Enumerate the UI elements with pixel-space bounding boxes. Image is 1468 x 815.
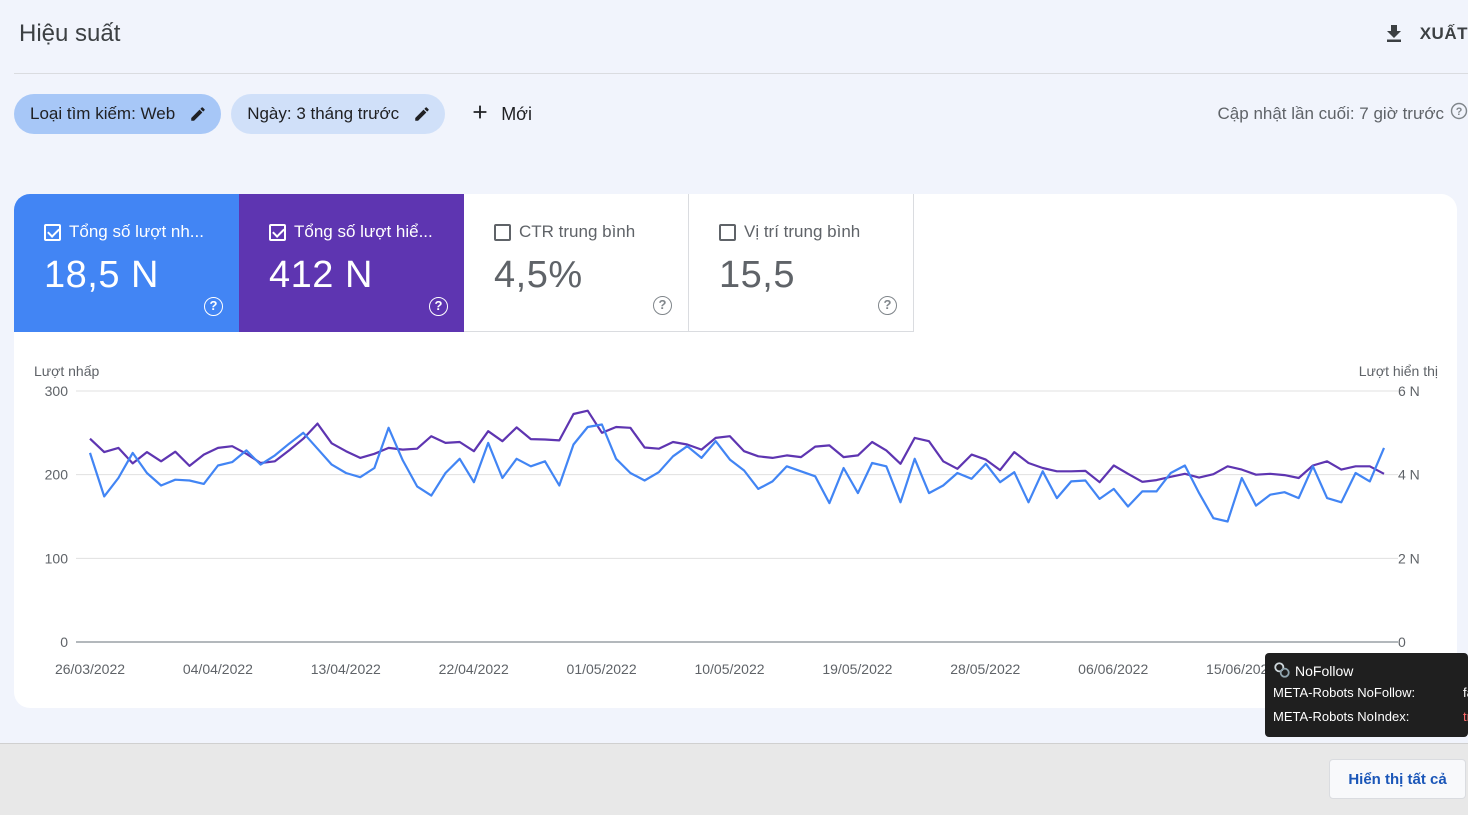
metric-value: 4,5% (494, 254, 583, 296)
tooltip-value: true (1463, 709, 1468, 724)
new-filter-label: Mới (501, 103, 532, 124)
metric-average-position[interactable]: Vị trí trung bình 15,5 ? (689, 194, 914, 332)
metric-label: Tổng số lượt nh... (69, 222, 204, 241)
page-header: Hiệu suất XUẤT (0, 0, 1468, 74)
metric-label: Vị trí trung bình (744, 222, 861, 241)
x-tick-label: 26/03/2022 (55, 661, 125, 677)
x-tick-label: 28/05/2022 (950, 661, 1020, 677)
help-icon[interactable]: ? (1450, 102, 1468, 125)
y-tick-label: 200 (45, 467, 69, 483)
help-icon[interactable]: ? (653, 296, 672, 315)
x-tick-label: 22/04/2022 (439, 661, 509, 677)
tooltip-value: false (1463, 685, 1468, 700)
y2-tick-label: 0 (1398, 634, 1406, 650)
y-tick-label: 100 (45, 550, 69, 566)
performance-card: Tổng số lượt nh... 18,5 N ? Tổng số lượt… (14, 194, 1457, 708)
svg-text:?: ? (1456, 106, 1463, 118)
help-icon[interactable]: ? (204, 297, 223, 316)
pencil-icon (413, 105, 431, 123)
new-filter-button[interactable]: Mới (455, 94, 532, 134)
pencil-icon (189, 105, 207, 123)
date-label: Ngày: 3 tháng trước (247, 104, 400, 123)
tooltip-label: META-Robots NoFollow: (1273, 685, 1416, 700)
checkbox-icon[interactable] (44, 223, 61, 241)
export-button[interactable]: XUẤT (1382, 18, 1468, 50)
footer-bar: Hiển thị tất cả (0, 743, 1468, 815)
help-icon[interactable]: ? (878, 296, 897, 315)
date-chip[interactable]: Ngày: 3 tháng trước (231, 94, 446, 134)
metric-tabs: Tổng số lượt nh... 18,5 N ? Tổng số lượt… (14, 194, 914, 332)
tooltip-title: NoFollow (1295, 663, 1354, 679)
tooltip-label: META-Robots NoIndex: (1273, 709, 1410, 724)
y-axis-label: Lượt nhấp (34, 363, 99, 379)
page-title: Hiệu suất (19, 20, 121, 47)
tooltip-row-noindex: META-Robots NoIndex: true (1273, 705, 1468, 729)
help-icon[interactable]: ? (429, 297, 448, 316)
metric-average-ctr[interactable]: CTR trung bình 4,5% ? (464, 194, 689, 332)
last-update-text: Cập nhật lần cuối: 7 giờ trước (1217, 103, 1444, 123)
y-tick-label: 300 (45, 383, 69, 399)
search-type-label: Loại tìm kiếm: Web (30, 104, 176, 123)
metric-value: 15,5 (719, 254, 795, 296)
x-tick-label: 04/04/2022 (183, 661, 253, 677)
metric-label: Tổng số lượt hiể... (294, 222, 433, 241)
x-tick-label: 19/05/2022 (822, 661, 892, 677)
x-tick-label: 15/06/2022 (1206, 661, 1276, 677)
metric-value: 18,5 N (44, 254, 159, 296)
filter-bar: Loại tìm kiếm: Web Ngày: 3 tháng trước M… (14, 94, 532, 134)
export-label: XUẤT (1419, 24, 1468, 43)
clicks-series-line (88, 423, 1386, 523)
checkbox-icon[interactable] (269, 223, 286, 241)
search-type-chip[interactable]: Loại tìm kiếm: Web (14, 94, 222, 134)
last-update: Cập nhật lần cuối: 7 giờ trước ? (1218, 102, 1468, 125)
metric-total-clicks[interactable]: Tổng số lượt nh... 18,5 N ? (14, 194, 239, 332)
tooltip-row-nofollow: META-Robots NoFollow: false (1273, 681, 1468, 705)
download-icon (1382, 22, 1406, 46)
nofollow-tooltip: NoFollow META-Robots NoFollow: false MET… (1265, 653, 1468, 737)
y2-tick-label: 6 N (1398, 383, 1420, 399)
x-tick-label: 10/05/2022 (694, 661, 764, 677)
metric-value: 412 N (269, 254, 373, 296)
x-tick-label: 13/04/2022 (311, 661, 381, 677)
y2-axis-label: Lượt hiển thị (1359, 363, 1438, 379)
header-divider (14, 73, 1468, 74)
checkbox-icon[interactable] (719, 223, 736, 241)
performance-chart: 300 200 100 0 6 N 4 N 2 N 0 26/03/2022 04/04/20… (34, 363, 1438, 677)
x-tick-label: 01/05/2022 (567, 661, 637, 677)
y2-tick-label: 2 N (1398, 550, 1420, 566)
link-icon (1273, 661, 1291, 682)
y-tick-label: 0 (60, 634, 68, 650)
x-tick-label: 06/06/2022 (1078, 661, 1148, 677)
y2-tick-label: 4 N (1398, 467, 1420, 483)
metric-total-impressions[interactable]: Tổng số lượt hiể... 412 N ? (239, 194, 464, 332)
metric-label: CTR trung bình (519, 222, 636, 241)
show-all-button[interactable]: Hiển thị tất cả (1329, 759, 1466, 799)
plus-icon (469, 101, 491, 128)
checkbox-icon[interactable] (494, 223, 511, 241)
